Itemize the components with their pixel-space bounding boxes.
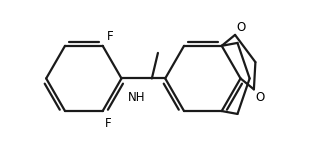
Text: O: O xyxy=(236,21,245,34)
Text: F: F xyxy=(107,30,114,43)
Text: F: F xyxy=(105,117,112,130)
Text: NH: NH xyxy=(128,91,146,104)
Text: O: O xyxy=(255,91,264,104)
